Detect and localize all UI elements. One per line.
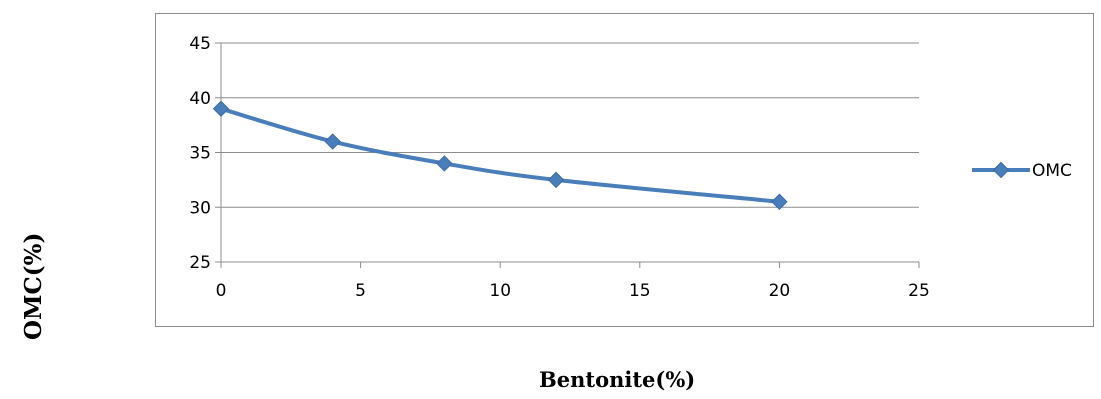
legend: OMC [972, 161, 1072, 181]
y-tick-label: 25 [189, 253, 211, 273]
data-point-marker [547, 171, 565, 189]
x-tick-label: 5 [355, 281, 366, 301]
x-tick-label: 0 [216, 281, 227, 301]
series-line [220, 106, 780, 204]
chart-area [155, 13, 1094, 327]
y-tick-label: 35 [189, 144, 211, 164]
gridlines [221, 42, 919, 208]
legend-label: OMC [1032, 161, 1072, 181]
x-tick-labels: 0 5 10 15 20 25 [216, 281, 930, 301]
y-tick-labels: 25 30 35 40 45 [189, 34, 211, 273]
data-point-marker [771, 193, 788, 210]
x-tick-label: 25 [908, 281, 930, 301]
data-point-marker [436, 155, 453, 172]
legend-marker [992, 161, 1010, 179]
x-tick-label: 20 [769, 281, 791, 301]
y-tick-label: 45 [189, 34, 211, 54]
x-axis-label: Bentonite(%) [539, 367, 696, 392]
series-group [212, 100, 788, 210]
y-tick-label: 40 [189, 89, 211, 109]
x-tick-label: 15 [629, 281, 651, 301]
data-point-marker [324, 133, 341, 150]
y-axis-label: OMC(%) [20, 232, 47, 340]
data-point-marker [212, 100, 230, 117]
y-tick-label: 30 [189, 198, 211, 218]
x-tick-label: 10 [489, 281, 511, 301]
axes [215, 42, 920, 268]
